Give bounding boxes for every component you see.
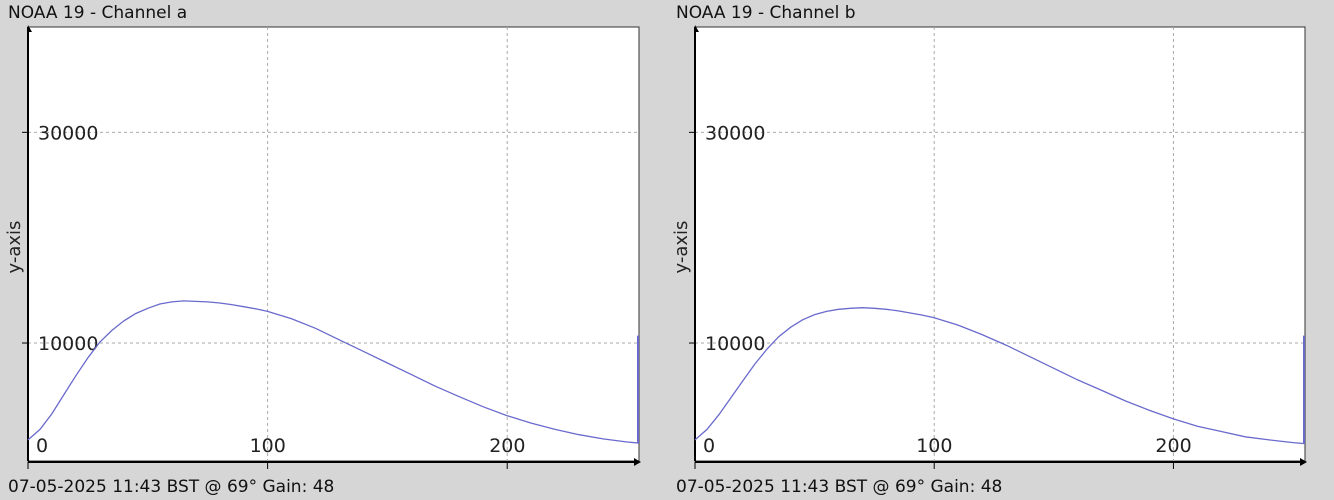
chart-title-channel-a: NOAA 19 - Channel a: [8, 3, 188, 23]
chart-b-x-tick-label: 200: [1155, 435, 1191, 457]
chart-b-plot-area: [694, 26, 1306, 462]
chart-b-y-axis-arrow: [694, 25, 699, 32]
chart-a-y-axis-arrow: [27, 25, 32, 32]
chart-b-y-axis-label: y-axis: [671, 221, 692, 274]
chart-b-y-tick-label: 30000: [705, 122, 765, 144]
chart-b-x-tick-label: 0: [703, 435, 715, 457]
chart-title-channel-b: NOAA 19 - Channel b: [676, 3, 856, 23]
pass-info-channel-b: 07-05-2025 11:43 BST @ 69° Gain: 48: [676, 477, 1003, 497]
chart-a-y-tick-label: 10000: [38, 333, 98, 355]
chart-a-y-axis-label: y-axis: [4, 221, 25, 274]
chart-a-x-tick-label: 100: [250, 435, 286, 457]
chart-a-x-axis-arrow: [634, 458, 641, 466]
chart-b-x-axis-arrow: [1300, 458, 1307, 466]
chart-a-x-tick-label: 200: [489, 435, 525, 457]
chart-b-y-tick-label: 10000: [705, 333, 765, 355]
chart-a-x-tick-label: 0: [36, 435, 48, 457]
pass-info-channel-a: 07-05-2025 11:43 BST @ 69° Gain: 48: [8, 477, 335, 497]
chart-a-plot-area: [27, 26, 640, 462]
chart-b-x-tick-label: 100: [916, 435, 952, 457]
chart-a-y-tick-label: 30000: [38, 122, 98, 144]
chart-a-series-line: [27, 300, 640, 444]
chart-b-series-line: [694, 307, 1306, 445]
